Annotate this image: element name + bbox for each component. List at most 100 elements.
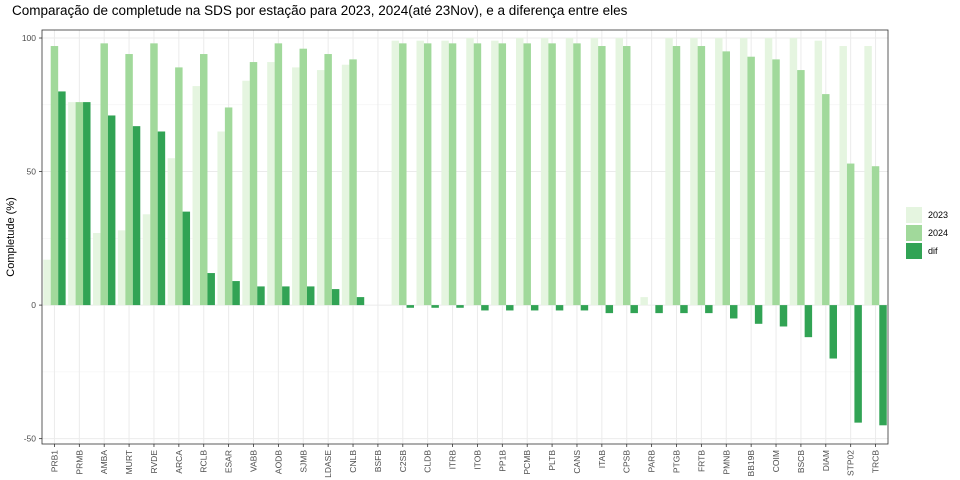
bar-dif-PMNB [729,305,738,319]
bars [43,38,887,426]
bar-2023-AODB [267,62,275,306]
x-tick-label: CLDB [423,450,433,473]
bar-2023-ESAR [217,131,225,306]
bar-dif-AODB [282,286,290,306]
bar-2023-TRCB [864,46,872,306]
legend-label: 2023 [928,210,949,220]
bar-dif-PTGB [680,305,688,314]
x-tick-label: PLTB [547,450,557,471]
bar-dif-ITAB [605,305,614,314]
bar-dif-ITOB [481,305,489,311]
bar-2023-CNLB [341,64,350,306]
x-tick-label: STP02 [846,450,856,476]
bar-2024-CPSB [623,46,631,306]
bar-2023-PTGB [665,38,673,306]
bar-2023-BB19B [739,38,748,306]
bar-dif-CNLB [356,297,365,306]
bar-2024-CNLB [349,59,357,306]
bar-2023-FRTB [690,38,698,306]
x-tick-label: ESAR [224,450,234,473]
bar-2024-ITRB [448,43,457,306]
bar-dif-BB19B [754,305,763,324]
bar-dif-RVDE [157,131,166,306]
bar-dif-PRB1 [58,91,66,306]
bar-2024-BB19B [747,56,755,306]
x-tick-label: VABB [249,450,259,472]
bar-2024-PTGB [672,46,681,306]
bar-2024-DIAM [822,94,830,306]
x-tick-label: BB19B [746,450,756,477]
bar-dif-AMBA [107,115,116,306]
chart-title: Comparação de completude na SDS por esta… [12,3,628,18]
bar-dif-RCLB [207,273,215,306]
x-tick-label: BSCB [796,450,806,473]
bar-2024-ITAB [598,46,606,306]
bar-2024-C2SB [399,43,407,306]
x-tick-label: MURT [124,450,134,474]
x-tick-label: ITOB [472,450,482,470]
bar-2023-PRB1 [43,259,51,306]
bar-2023-RCLB [192,86,201,306]
bar-2024-COIM [772,59,780,306]
legend-item-dif: dif [906,242,948,260]
bar-2024-PP1B [498,43,507,306]
y-tick-label: -50 [24,434,37,444]
bar-2024-TRCB [871,166,880,306]
x-tick-label: FRTB [696,450,706,472]
x-tick-label: PRMB [74,450,84,475]
legend: 2023 2024 dif [906,206,948,260]
bar-2024-ARCA [175,67,183,306]
bar-2023-PLTB [540,38,549,306]
x-tick-label: SJMB [298,450,308,473]
bar-dif-PCMB [530,305,539,311]
legend-item-2023: 2023 [906,206,948,224]
bar-2023-DIAM [814,40,823,306]
bar-dif-VABB [257,286,265,306]
bar-2024-PRB1 [50,46,59,306]
y-tick-label: 100 [22,33,36,43]
x-tick-label: CANS [572,450,582,474]
bar-dif-CANS [580,305,589,311]
bar-2024-RCLB [200,54,208,306]
x-tick-label: COIM [771,450,781,472]
bar-2023-BSCB [789,38,798,306]
y-tick-label: 50 [27,167,37,177]
bar-2024-AODB [274,43,283,306]
bar-dif-C2SB [406,305,414,308]
bar-2023-SJMB [292,67,300,306]
bar-dif-ESAR [232,281,240,306]
bar-2023-C2SB [391,40,400,306]
legend-label: dif [928,246,938,256]
legend-key [906,225,922,241]
y-tick-label: 0 [31,300,36,310]
bar-2023-CLDB [416,40,424,306]
bar-dif-PRMB [83,102,91,306]
legend-label: 2024 [928,228,949,238]
bar-dif-ITRB [456,305,464,308]
x-tick-label: PMNB [721,450,731,475]
bar-2023-CANS [565,38,574,306]
x-tick-label: PCMB [522,450,532,475]
x-tick-label: ITAB [597,450,607,469]
bar-2024-PCMB [523,43,531,306]
bar-dif-SJMB [306,286,315,306]
panel-border [41,29,889,445]
legend-key [906,207,922,223]
bar-2023-MURT [117,230,126,306]
bar-dif-CPSB [630,305,638,314]
x-tick-label: CNLB [348,450,358,473]
bar-2023-VABB [242,80,250,306]
x-tick-label: AMBA [99,450,109,474]
x-tick-label: PTGB [672,450,682,473]
x-tick-label: BSFB [373,450,383,473]
x-tick-label: RVDE [149,450,159,474]
bar-dif-DIAM [829,305,837,359]
y-axis: -50 0 50 100 [22,33,42,444]
legend-item-2024: 2024 [906,224,948,242]
bar-2024-SJMB [299,48,307,306]
bar-2024-VABB [249,62,258,306]
bar-2024-CLDB [423,43,432,306]
x-tick-label: CPSB [622,450,632,473]
bar-2023-RVDE [142,214,151,306]
bar-2023-ARCA [167,158,176,306]
